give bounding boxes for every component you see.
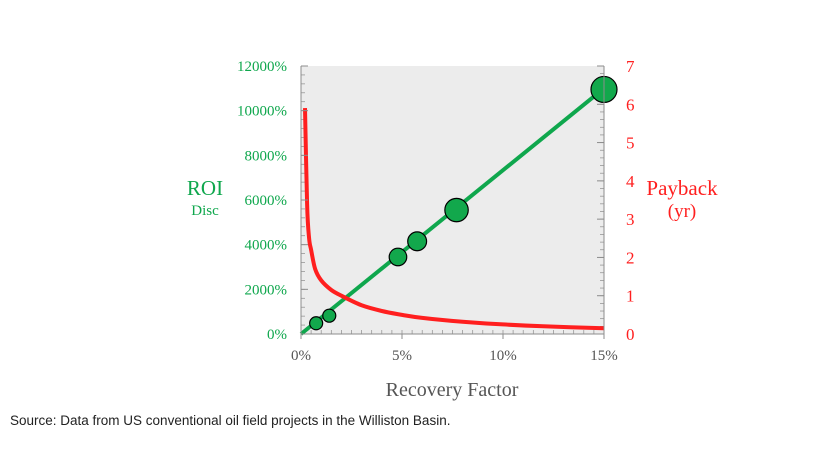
y-left-tick-label: 4000% (245, 238, 288, 254)
y-right-tick-label: 3 (626, 210, 635, 229)
y-left-tick-label: 12000% (237, 59, 287, 75)
x-tick-label: 10% (489, 348, 517, 364)
x-tick-label: 15% (590, 348, 618, 364)
minor-ticks (300, 65, 605, 335)
y-left-axis-sublabel: Disc (191, 203, 219, 219)
roi-bubble (388, 247, 408, 267)
y-right-tick-label: 6 (626, 95, 635, 114)
payback-curve (303, 108, 605, 331)
y-right-tick-label: 0 (626, 325, 635, 344)
series-layer (299, 75, 618, 336)
x-axis-label: Recovery Factor (386, 379, 519, 401)
y-left-tick-label: 2000% (245, 282, 288, 298)
roi-bubble (407, 231, 428, 252)
y-left-tick-label: 10000% (237, 104, 287, 120)
y-left-tick-label: 6000% (245, 193, 288, 209)
x-tick-label: 0% (291, 348, 311, 364)
roi-bubble (322, 308, 337, 323)
y-right-tick-label: 2 (626, 248, 635, 267)
axes: 0% 5% 10% 15%0%2000%4000%6000%8000%10000%12… (237, 57, 635, 364)
roi-bubble (444, 197, 469, 223)
x-tick-label: 5% (392, 348, 412, 364)
source-note: Source: Data from US conventional oil fi… (10, 413, 451, 428)
y-right-tick-label: 7 (626, 57, 635, 76)
y-right-axis-label: Payback (646, 176, 718, 200)
y-right-tick-label: 5 (626, 134, 635, 153)
y-right-tick-label: 1 (626, 287, 635, 306)
y-right-axis-sublabel: (yr) (668, 201, 696, 222)
y-left-tick-label: 8000% (245, 148, 288, 164)
y-right-tick-label: 4 (626, 172, 635, 191)
roi-bubble (309, 316, 324, 331)
y-left-axis-label: ROI (187, 176, 223, 200)
y-left-tick-label: 0% (267, 327, 287, 343)
